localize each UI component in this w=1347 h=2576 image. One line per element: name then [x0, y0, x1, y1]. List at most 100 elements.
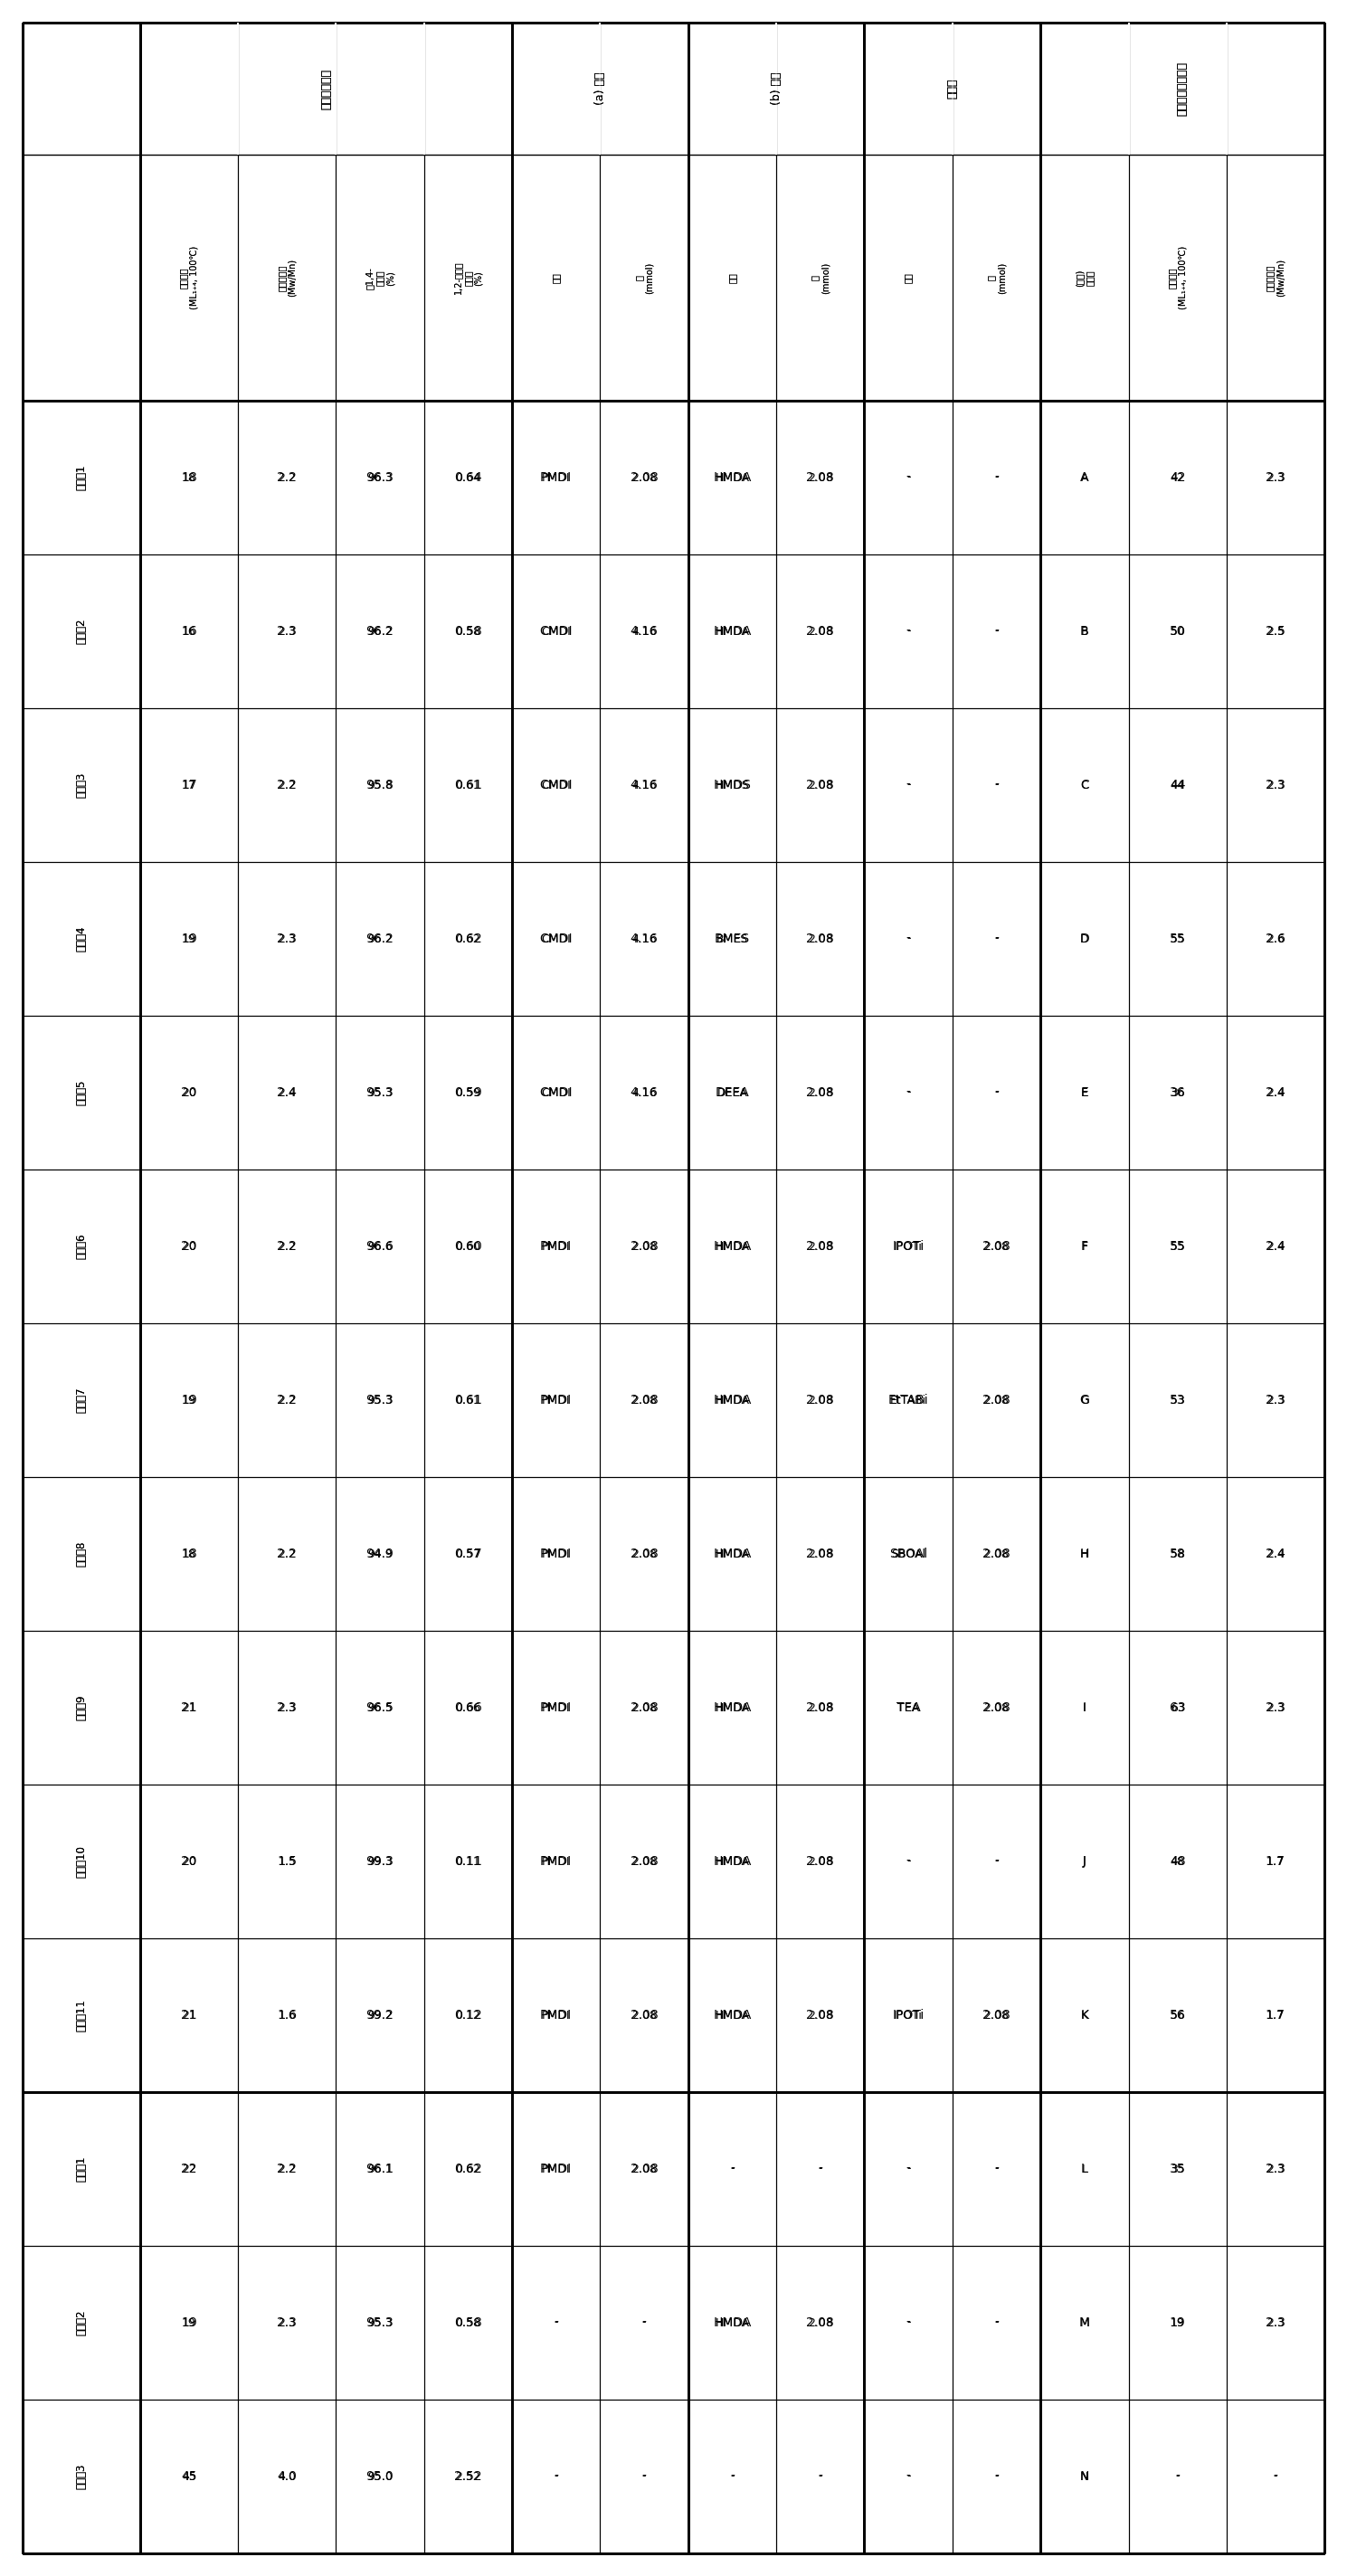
- Text: 96.2: 96.2: [368, 626, 392, 636]
- Text: 2.3: 2.3: [1266, 1700, 1285, 1713]
- Text: 実施例3: 実施例3: [75, 773, 88, 799]
- Text: PMDI: PMDI: [540, 2164, 572, 2174]
- Text: 19: 19: [182, 933, 197, 945]
- Text: -: -: [818, 2470, 823, 2483]
- Text: 2.52: 2.52: [454, 2470, 482, 2483]
- Text: CMDI: CMDI: [541, 778, 571, 791]
- Text: CMDI: CMDI: [541, 933, 571, 945]
- Text: 96.6: 96.6: [368, 1242, 392, 1252]
- Text: 0.58: 0.58: [454, 626, 482, 639]
- Text: 0.62: 0.62: [455, 2164, 481, 2174]
- Text: -: -: [818, 2164, 823, 2174]
- Text: 2.08: 2.08: [983, 1394, 1009, 1406]
- Text: 0.61: 0.61: [455, 1394, 481, 1406]
- Text: 実施例11: 実施例11: [75, 1999, 88, 2032]
- Text: 95.3: 95.3: [368, 1394, 392, 1406]
- Text: CMDI: CMDI: [540, 933, 572, 945]
- Text: 99.3: 99.3: [366, 1855, 393, 1868]
- Text: -: -: [554, 2316, 558, 2329]
- Text: 0.58: 0.58: [455, 626, 481, 636]
- Text: 20: 20: [182, 1242, 197, 1252]
- Text: 量
(mmol): 量 (mmol): [987, 263, 1006, 294]
- Text: 実施例5: 実施例5: [75, 1079, 88, 1105]
- Text: 19: 19: [1169, 2316, 1185, 2329]
- Text: HMDS: HMDS: [715, 778, 749, 791]
- Text: -: -: [994, 1855, 998, 1868]
- Text: -: -: [643, 2316, 647, 2329]
- Text: 2.08: 2.08: [630, 1700, 659, 1713]
- Text: -: -: [907, 2164, 911, 2174]
- Text: 21: 21: [180, 2009, 197, 2022]
- Text: 実施例2: 実施例2: [75, 618, 88, 644]
- Text: 実施例1: 実施例1: [75, 464, 88, 489]
- Text: 0.61: 0.61: [454, 778, 482, 791]
- Text: L: L: [1082, 2164, 1088, 2174]
- Text: (改性)
聚合物: (改性) 聚合物: [1075, 268, 1094, 286]
- Text: 2.4: 2.4: [1266, 1087, 1285, 1100]
- Text: HMDA: HMDA: [713, 471, 752, 484]
- Text: HMDA: HMDA: [713, 2316, 752, 2329]
- Text: PMDI: PMDI: [541, 471, 570, 484]
- Text: 2.5: 2.5: [1266, 626, 1285, 639]
- Text: 顺1,4-
锁含量
(%): 顺1,4- 锁含量 (%): [365, 268, 395, 289]
- Text: 量
(mmol): 量 (mmol): [811, 263, 830, 294]
- Text: 21: 21: [180, 1700, 197, 1713]
- Text: 16: 16: [182, 626, 197, 636]
- Text: I: I: [1083, 1703, 1086, 1713]
- Text: A: A: [1080, 471, 1088, 484]
- Text: 44: 44: [1171, 778, 1185, 791]
- Text: 36: 36: [1171, 1087, 1185, 1097]
- Text: 2.08: 2.08: [630, 1548, 659, 1561]
- Text: -: -: [907, 933, 911, 945]
- Text: BMES: BMES: [714, 933, 750, 945]
- Text: 种类: 种类: [904, 273, 913, 283]
- Text: 2.2: 2.2: [277, 778, 296, 791]
- Text: 2.08: 2.08: [807, 933, 834, 945]
- Text: 2.08: 2.08: [983, 1548, 1009, 1561]
- Text: -: -: [643, 2470, 647, 2483]
- Text: 4.16: 4.16: [632, 778, 656, 791]
- Text: 実施例9: 実施例9: [75, 1695, 88, 1721]
- Text: 分子量分布
(Mw/Mn): 分子量分布 (Mw/Mn): [1266, 258, 1285, 296]
- Text: 2.08: 2.08: [808, 1394, 832, 1406]
- Text: -: -: [907, 471, 911, 484]
- Text: 2.3: 2.3: [1266, 471, 1285, 484]
- Text: 22: 22: [180, 2164, 197, 2174]
- Text: 2.3: 2.3: [1266, 471, 1285, 484]
- Text: 2.6: 2.6: [1265, 933, 1285, 945]
- Text: 种类: 种类: [904, 273, 913, 283]
- Text: 4.16: 4.16: [630, 778, 659, 791]
- Text: 顺1,4-
锁含量
(%): 顺1,4- 锁含量 (%): [365, 268, 395, 289]
- Text: PMDI: PMDI: [541, 1855, 570, 1868]
- Text: 2.08: 2.08: [632, 1548, 657, 1561]
- Text: 1,2-乙烯基
锁含量
(%): 1,2-乙烯基 锁含量 (%): [453, 260, 484, 294]
- Text: PMDI: PMDI: [540, 1548, 572, 1561]
- Text: 种类: 种类: [727, 273, 737, 283]
- Text: 2.2: 2.2: [277, 2164, 296, 2174]
- Text: -: -: [907, 1855, 911, 1868]
- Text: PMDI: PMDI: [540, 1239, 572, 1252]
- Text: -: -: [994, 2164, 998, 2174]
- Text: 実施例4: 実施例4: [75, 925, 88, 951]
- Text: 42: 42: [1169, 471, 1185, 484]
- Text: 96.5: 96.5: [366, 1700, 393, 1713]
- Text: -: -: [907, 2470, 911, 2483]
- Text: 2.08: 2.08: [807, 1239, 834, 1252]
- Text: 96.2: 96.2: [368, 933, 392, 945]
- Text: 1.6: 1.6: [277, 2009, 296, 2022]
- Text: HMDS: HMDS: [714, 778, 752, 791]
- Text: 比較例2: 比較例2: [75, 2311, 88, 2336]
- Text: 95.8: 95.8: [366, 778, 393, 791]
- Text: B: B: [1080, 626, 1088, 636]
- Text: 2.08: 2.08: [632, 1703, 657, 1713]
- Text: 18: 18: [180, 471, 197, 484]
- Text: 20: 20: [180, 1087, 197, 1100]
- Text: 0.59: 0.59: [454, 1087, 482, 1100]
- Text: 20: 20: [182, 1087, 197, 1097]
- Text: 35: 35: [1169, 2164, 1185, 2174]
- Text: K: K: [1080, 2009, 1088, 2022]
- Text: E: E: [1082, 1087, 1088, 1097]
- Text: 0.58: 0.58: [455, 2316, 481, 2329]
- Text: PMDI: PMDI: [540, 1855, 572, 1868]
- Text: 2.5: 2.5: [1266, 626, 1285, 636]
